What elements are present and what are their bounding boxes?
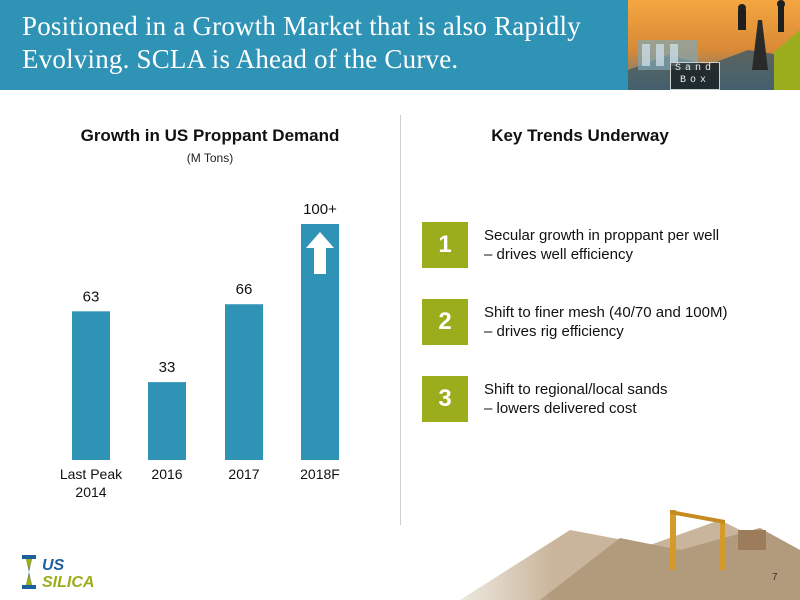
page-number: 7: [772, 572, 778, 583]
category-label-2: 2017: [228, 466, 259, 482]
us-silica-logo: US SILICA: [22, 555, 94, 591]
trend-number-badge: 3: [422, 376, 468, 422]
trend-text: Shift to finer mesh (40/70 and 100M) – d…: [484, 303, 794, 341]
data-label-0: 63: [83, 288, 100, 305]
logo-text-us: US: [42, 557, 65, 574]
trends-title: Key Trends Underway: [491, 126, 669, 145]
bar-0: [72, 311, 110, 460]
bar-1: [148, 382, 186, 460]
trend-text: Shift to regional/local sands – lowers d…: [484, 380, 794, 418]
proppant-demand-chart: 63 Last Peak 2014 33 2016 66 2017 100+ 2018F: [60, 201, 340, 500]
bar-2: [225, 304, 263, 460]
column-divider: [400, 115, 401, 525]
trend-text: Secular growth in proppant per well – dr…: [484, 226, 794, 264]
chart-title: Growth in US Proppant Demand: [80, 126, 340, 145]
data-label-3: 100+: [303, 201, 337, 218]
data-label-2: 66: [236, 281, 253, 298]
trend-line-2: – lowers delivered cost: [484, 400, 637, 417]
sandbox-logo-line2: Box: [679, 75, 710, 86]
sandbox-logo-line1: Sand: [674, 63, 715, 74]
trend-line-1: Secular growth in proppant per well: [484, 227, 720, 244]
sandbox-logo: Sand Box: [670, 62, 720, 90]
slide-title: Positioned in a Growth Market that is al…: [22, 11, 581, 74]
chart-subtitle: (M Tons): [186, 151, 234, 165]
data-label-1: 33: [159, 359, 176, 376]
trend-number-badge: 2: [422, 299, 468, 345]
category-label-3: 2018F: [300, 466, 340, 482]
trend-line-1: Shift to regional/local sands: [484, 381, 668, 398]
trend-item-2: 2 Shift to finer mesh (40/70 and 100M) –…: [422, 299, 792, 349]
category-label-0-line2: 2014: [75, 484, 106, 500]
header-banner: Positioned in a Growth Market that is al…: [0, 0, 800, 90]
logo-text-silica: SILICA: [42, 574, 94, 591]
trend-line-1: Shift to finer mesh (40/70 and 100M): [484, 304, 728, 321]
trend-item-3: 3 Shift to regional/local sands – lowers…: [422, 376, 792, 426]
trend-line-2: – drives rig efficiency: [484, 323, 624, 340]
category-label-1: 2016: [151, 466, 182, 482]
trend-item-1: 1 Secular growth in proppant per well – …: [422, 222, 792, 272]
sand-pile-photo: [420, 490, 800, 600]
category-label-0: Last Peak: [60, 466, 123, 482]
trend-line-2: – drives well efficiency: [484, 246, 633, 263]
up-arrow-icon: [306, 232, 334, 274]
trend-number-badge: 1: [422, 222, 468, 268]
